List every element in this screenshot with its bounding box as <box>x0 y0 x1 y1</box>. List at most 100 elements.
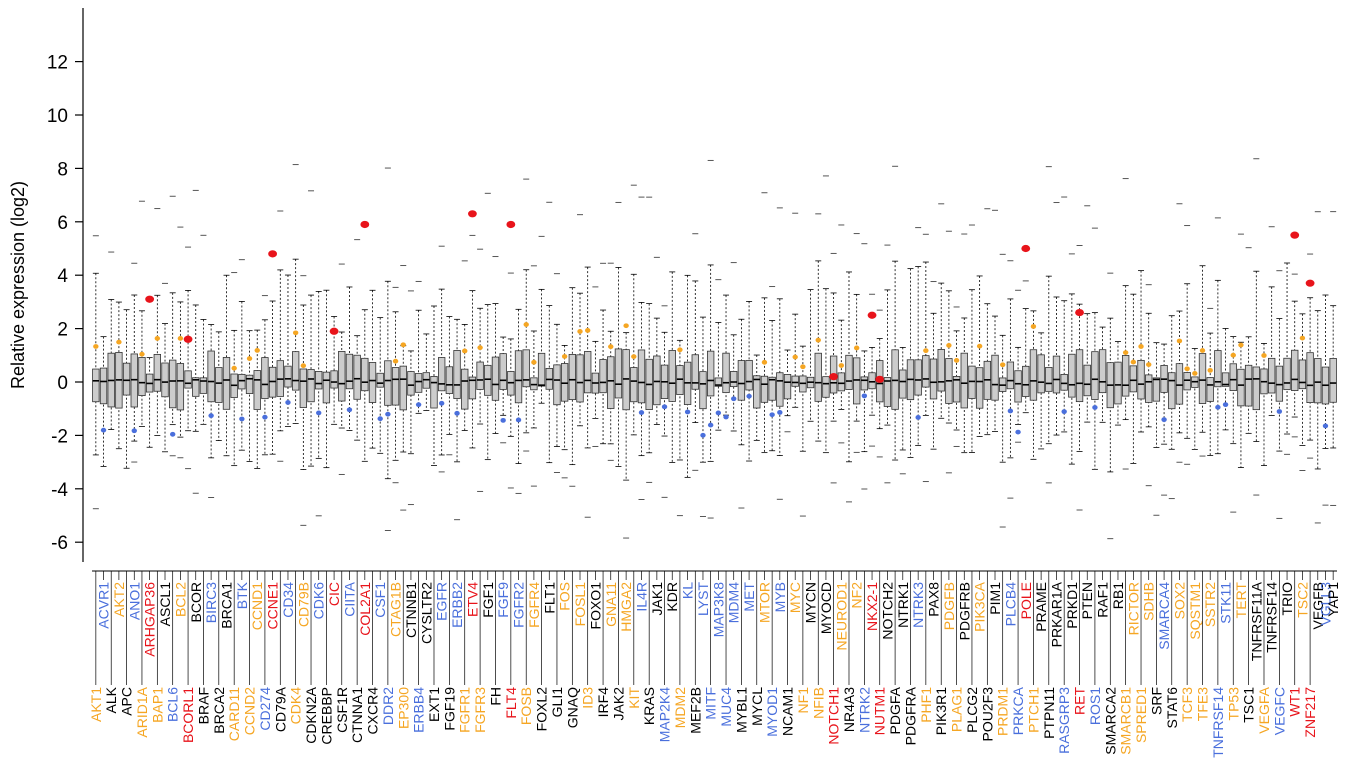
box <box>737 360 746 401</box>
gene-label: APC <box>119 687 135 716</box>
box <box>1298 359 1307 390</box>
gene-label: PRDM1 <box>995 687 1011 736</box>
sample-point-orange <box>792 354 798 360</box>
gene-label: AKT2 <box>111 582 127 617</box>
box <box>184 370 192 389</box>
sample-point-blue <box>377 416 383 422</box>
gene-label: POU2F3 <box>979 687 995 742</box>
sample-point-blue <box>731 396 737 402</box>
box <box>484 364 492 396</box>
gene-label: ERBB4 <box>411 687 427 733</box>
gene-label: SSTR2 <box>1202 582 1218 627</box>
gene-label: FH <box>487 687 503 706</box>
sample-point-blue <box>285 400 291 405</box>
gene-label: NCAM1 <box>780 687 796 736</box>
gene-label: ERBB2 <box>449 582 465 628</box>
sample-point-red <box>1021 244 1031 253</box>
gene-label: JAK1 <box>649 582 665 616</box>
sample-point-blue <box>1007 408 1014 414</box>
sample-point-red <box>329 327 339 335</box>
gene-label: LYST <box>695 582 711 616</box>
gene-label: JAK2 <box>610 687 626 721</box>
box <box>1014 370 1022 403</box>
gene-label: MAP2K4 <box>657 687 673 742</box>
box <box>238 373 246 390</box>
sample-point-orange <box>1199 348 1206 353</box>
sample-point-orange <box>1122 350 1129 355</box>
box <box>753 375 761 409</box>
gene-label: CDKN2A <box>303 686 319 743</box>
gene-label: NEUROD1 <box>833 582 849 651</box>
gene-label: FGF9 <box>495 582 511 618</box>
box <box>968 365 976 399</box>
box <box>407 371 415 396</box>
sample-point-red <box>875 375 885 383</box>
y-tick-label: -2 <box>51 426 68 447</box>
box <box>1091 351 1099 400</box>
gene-label: NF1 <box>795 687 811 714</box>
box <box>430 376 438 409</box>
gene-label: NOTCH2 <box>879 582 895 640</box>
sample-point-orange <box>139 351 145 357</box>
sample-point-orange <box>623 323 629 329</box>
gene-label: NTRK2 <box>856 687 872 733</box>
box <box>299 368 308 408</box>
gene-label: CSF1R <box>334 687 350 733</box>
sample-point-red <box>468 210 477 218</box>
box <box>245 374 254 394</box>
sample-point-orange <box>1207 367 1213 373</box>
box <box>1275 365 1284 402</box>
gene-label: CTNNA1 <box>349 687 365 743</box>
gene-label: TRIO <box>1279 582 1295 616</box>
box <box>745 359 753 391</box>
box <box>1221 372 1230 387</box>
gene-label: PLCG2 <box>964 687 980 733</box>
box <box>1114 361 1122 405</box>
y-tick-label: 2 <box>57 320 68 341</box>
box <box>1029 349 1038 401</box>
sample-point-orange <box>254 347 260 353</box>
box <box>399 365 407 411</box>
boxes-layer <box>92 158 1337 540</box>
gene-label: CSF1 <box>372 582 388 618</box>
gene-label: MYOD1 <box>764 687 780 737</box>
box <box>814 352 822 402</box>
box <box>1329 358 1337 403</box>
box <box>1175 363 1184 405</box>
gene-label: MYBL1 <box>733 687 749 733</box>
sample-point-blue <box>1015 429 1021 435</box>
sample-point-blue <box>438 400 445 406</box>
box <box>1006 361 1015 390</box>
gene-label: VEGFB <box>1310 582 1326 629</box>
gene-label: SQSTM1 <box>1187 582 1203 640</box>
gene-label: CCND1 <box>249 582 265 630</box>
box <box>1214 350 1222 388</box>
sample-point-orange <box>561 354 568 359</box>
box <box>368 362 377 403</box>
sample-point-orange <box>577 329 583 334</box>
gene-label: ROS1 <box>1087 687 1103 725</box>
box <box>222 357 231 410</box>
sample-point-orange <box>1138 344 1144 349</box>
box <box>1121 355 1130 397</box>
gene-label: NOTCH1 <box>826 687 842 745</box>
sample-point-orange <box>246 356 253 361</box>
box <box>822 376 830 398</box>
box <box>491 356 500 401</box>
gene-label: ACVR1 <box>96 582 112 629</box>
gene-label: SMARCB1 <box>1118 687 1134 755</box>
gene-label: MYCL <box>749 687 765 726</box>
box <box>468 376 477 400</box>
gene-label: SMARCA2 <box>1102 687 1118 755</box>
box <box>891 349 899 410</box>
gene-label: NTRK3 <box>910 582 926 628</box>
gene-label: ETV4 <box>464 582 480 617</box>
gene-label: FGFR3 <box>472 687 488 733</box>
sample-point-orange <box>1030 324 1037 329</box>
box <box>960 352 968 409</box>
box <box>376 372 384 388</box>
gene-label: PTPN11 <box>1041 687 1057 739</box>
gene-label: GLI1 <box>549 687 565 718</box>
gene-label: TSC1 <box>1241 687 1257 723</box>
box <box>1183 372 1191 391</box>
